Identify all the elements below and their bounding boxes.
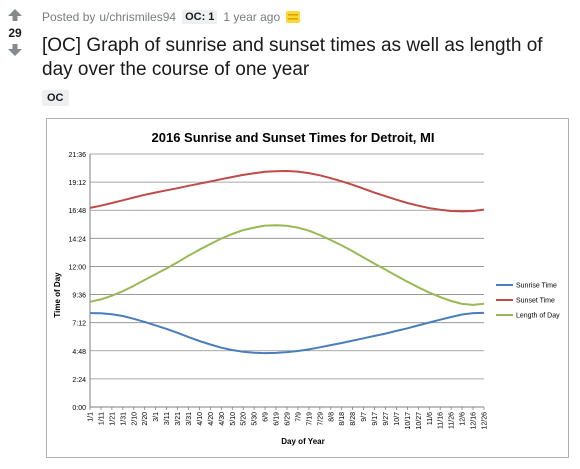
sunrise-sunset-chart: 2016 Sunrise and Sunset Times for Detroi…	[53, 130, 560, 446]
x-tick-label: 1/11	[98, 412, 105, 425]
post-container: Posted by u/chrismiles94 OC: 1 1 year ag…	[42, 0, 574, 106]
x-tick-label: 8/18	[339, 412, 346, 426]
x-tick-label: 9/7	[361, 412, 368, 422]
x-tick-label: 9/27	[383, 412, 390, 426]
x-tick-label: 12/6	[460, 412, 467, 426]
y-tick-label: 0:00	[72, 405, 86, 412]
y-tick-label: 9:36	[72, 293, 86, 300]
x-tick-label: 6/9	[263, 412, 270, 422]
y-tick-label: 4:48	[72, 349, 86, 356]
x-tick-label: 1/21	[109, 412, 116, 426]
x-tick-label: 7/29	[317, 412, 324, 426]
y-axis-label: Time of Day	[53, 272, 62, 318]
vote-score: 29	[8, 26, 22, 40]
legend-label: Sunrise Time	[516, 283, 557, 290]
x-tick-label: 9/17	[372, 412, 379, 426]
x-tick-label: 12/26	[482, 412, 489, 430]
x-tick-label: 4/10	[197, 412, 204, 426]
vote-column: 29	[0, 8, 30, 57]
x-tick-label: 2/10	[131, 412, 138, 426]
legend-label: Sunset Time	[516, 298, 555, 305]
y-tick-label: 14:24	[68, 236, 86, 243]
x-tick-label: 6/19	[274, 412, 281, 426]
arrow-down-icon[interactable]	[7, 43, 23, 57]
x-tick-label: 7/19	[306, 412, 313, 426]
x-axis-label: Day of Year	[281, 437, 324, 446]
x-tick-label: 11/16	[438, 412, 445, 429]
x-tick-label: 4/20	[208, 412, 215, 426]
x-tick-label: 3/11	[164, 412, 171, 425]
x-tick-label: 11/6	[427, 412, 434, 425]
series-line-sunrise-time	[89, 311, 485, 355]
user-flair: OC: 1	[182, 10, 218, 24]
x-tick-label: 3/1	[153, 412, 160, 422]
chart-image: 2016 Sunrise and Sunset Times for Detroi…	[46, 118, 569, 458]
post-time[interactable]: 1 year ago	[223, 10, 281, 24]
x-tick-label: 10/27	[416, 412, 423, 430]
x-tick-label: 5/10	[230, 412, 237, 426]
x-tick-label: 2/20	[142, 412, 149, 426]
x-tick-label: 8/8	[328, 412, 335, 422]
x-tick-label: 1/1	[88, 412, 95, 422]
arrow-up-icon[interactable]	[7, 8, 23, 22]
x-tick-label: 10/7	[394, 412, 401, 426]
post-title[interactable]: [OC] Graph of sunrise and sunset times a…	[42, 35, 543, 80]
x-tick-label: 5/30	[252, 412, 259, 426]
x-tick-label: 1/31	[120, 412, 127, 426]
y-tick-label: 16:48	[68, 208, 86, 215]
x-tick-label: 8/28	[350, 412, 357, 426]
x-tick-label: 12/16	[471, 412, 478, 430]
y-tick-label: 19:12	[68, 180, 86, 187]
x-tick-label: 4/30	[219, 412, 226, 426]
post-meta: Posted by u/chrismiles94 OC: 1 1 year ag…	[42, 9, 574, 25]
y-tick-label: 12:00	[68, 264, 86, 271]
x-tick-label: 6/29	[285, 412, 292, 426]
x-tick-label: 3/21	[175, 412, 182, 426]
x-tick-label: 5/20	[241, 412, 248, 426]
y-tick-label: 7:12	[72, 321, 86, 328]
legend-label: Length of Day	[516, 313, 560, 320]
x-tick-label: 7/9	[295, 412, 302, 422]
post-flair-tag[interactable]: OC	[42, 90, 69, 106]
series-line-length-of-day	[89, 224, 485, 306]
y-tick-label: 21:36	[68, 152, 86, 159]
meta-prefix: Posted by	[42, 10, 96, 24]
x-tick-label: 11/26	[449, 412, 456, 429]
chart-title: 2016 Sunrise and Sunset Times for Detroi…	[152, 130, 435, 145]
author-link[interactable]: u/chrismiles94	[99, 10, 177, 24]
x-tick-label: 3/31	[186, 412, 193, 426]
award-icon[interactable]	[286, 10, 301, 24]
x-tick-label: 10/17	[405, 412, 412, 430]
y-tick-label: 2:24	[72, 377, 86, 384]
series-line-sunset-time	[89, 170, 485, 213]
